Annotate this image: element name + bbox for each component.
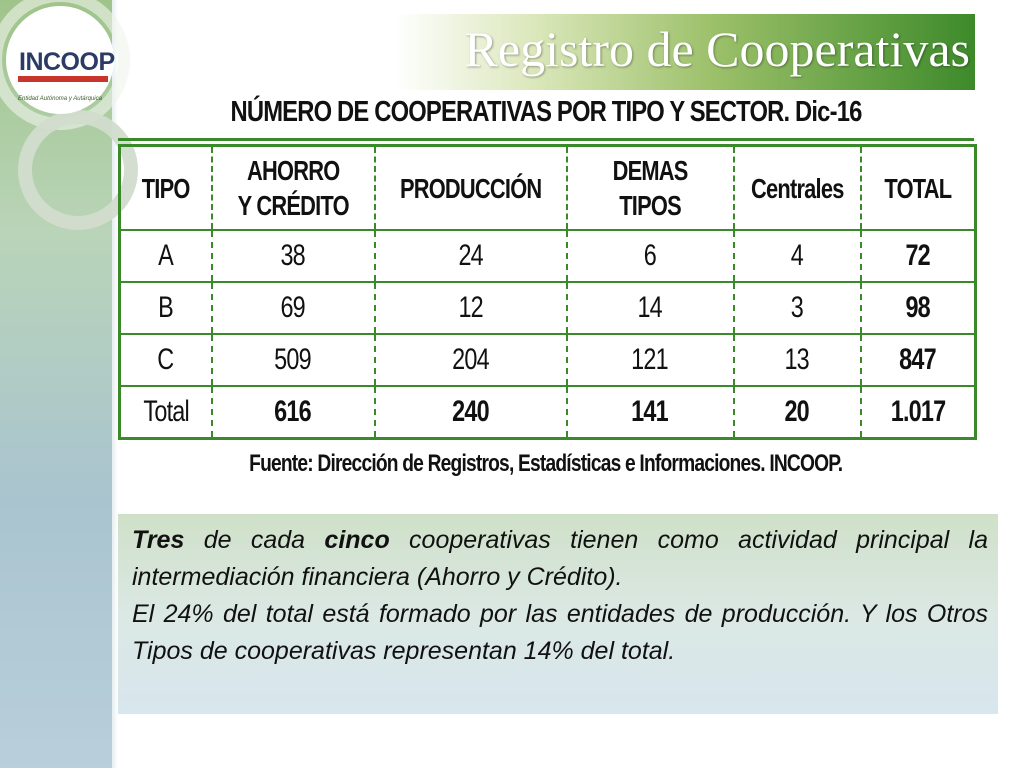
table-header-row: TIPO AHORRO Y CRÉDITO PRODUCCIÓN DEMAS TIP… [119,145,976,231]
note-bold-cinco: cinco [324,526,390,554]
cell-ahorro: 509 [210,334,375,387]
cell-tipo: Total [142,395,189,428]
cell-tipo: B [119,282,212,335]
cell-demas: 6 [565,230,734,283]
cell-total: 847 [859,334,976,387]
cell-centrales: 20 [732,386,861,439]
table-row-a: A 38 24 6 4 72 [119,230,976,283]
note-bold-tres: Tres [132,526,185,554]
cell-ahorro: 38 [210,230,375,283]
table-heading: NÚMERO DE COOPERATIVAS POR TIPO Y SECTOR… [230,96,862,128]
note-paragraph-1: Tres de cada cinco cooperativas tienen c… [132,522,988,596]
cell-demas: 14 [565,282,734,335]
cell-ahorro: 616 [210,386,375,439]
cell-centrales: 3 [732,282,861,335]
table-top-rule [118,138,974,141]
col-header-demas-tipos: DEMAS TIPOS [565,145,734,231]
left-strip-edge [112,0,118,768]
table-row-total: Total 616 240 141 20 1.017 [120,386,976,439]
table-row-b: B 69 12 14 3 98 [119,282,976,335]
cell-total: 1.017 [859,386,976,439]
col-header-tipo: TIPO [119,145,212,231]
cell-tipo: C [119,334,212,387]
cell-produccion: 24 [373,230,567,283]
logo-red-bar [18,76,108,82]
note-text-1: de cada [184,526,325,554]
cell-produccion: 240 [373,386,567,439]
cell-total: 72 [859,230,976,283]
cell-tipo: A [119,230,212,283]
table-source: Fuente: Dirección de Registros, Estadíst… [249,450,843,477]
slide-title: Registro de Cooperativas [464,21,970,77]
cell-produccion: 204 [373,334,567,387]
title-banner [395,14,975,90]
logo-tagline: Entidad Autónoma y Autárquica [18,96,102,102]
col-header-produccion: PRODUCCIÓN [373,145,567,231]
note-text-2: cooperativas tienen como actividad princ… [132,526,989,591]
incoop-logo: INCOOP Entidad Autónoma y Autárquica [6,6,115,114]
table-row-c: C 509 204 121 13 847 [119,334,976,387]
cell-demas: 141 [565,386,734,439]
cooperatives-table: TIPO AHORRO Y CRÉDITO PRODUCCIÓN DEMAS TIP… [118,144,977,440]
note-paragraph-2: El 24% del total está formado por las en… [132,600,988,665]
cell-centrales: 4 [732,230,861,283]
col-header-total: TOTAL [859,145,976,231]
cell-demas: 121 [565,334,734,387]
logo-name: INCOOP [19,48,115,76]
summary-note-box: Tres de cada cinco cooperativas tienen c… [118,514,998,714]
col-header-centrales: Centrales [732,145,861,231]
cell-produccion: 12 [373,282,567,335]
cell-total: 98 [859,282,976,335]
cell-centrales: 13 [732,334,861,387]
col-header-ahorro-credito: AHORRO Y CRÉDITO [210,145,375,231]
cell-ahorro: 69 [210,282,375,335]
